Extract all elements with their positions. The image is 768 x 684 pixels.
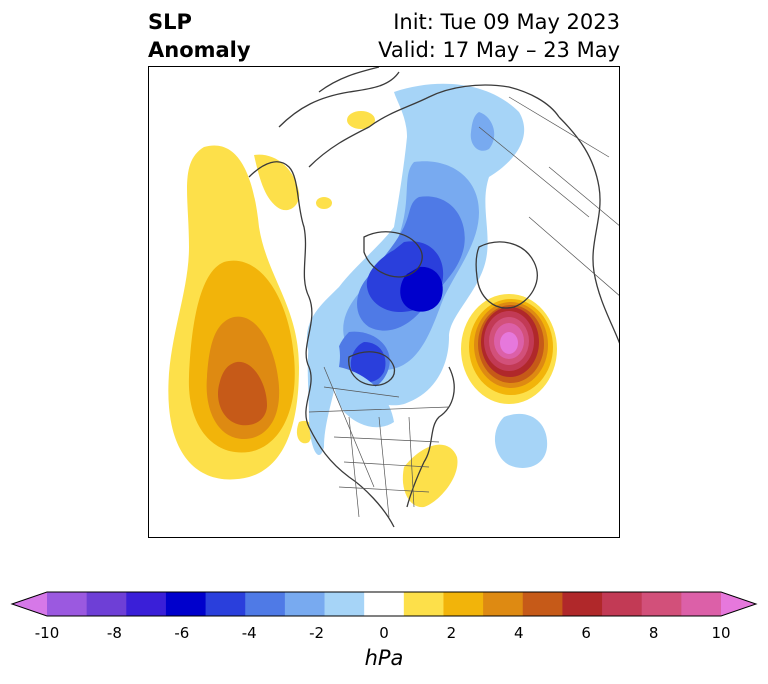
map-svg bbox=[168, 67, 619, 528]
colorbar-segment bbox=[443, 592, 484, 616]
colorbar-tick-label: 6 bbox=[581, 624, 591, 642]
alaska-yellow-patch bbox=[316, 197, 332, 209]
colorbar-segment bbox=[324, 592, 365, 616]
colorbar-segment bbox=[522, 592, 563, 616]
colorbar-outline bbox=[10, 591, 758, 617]
anomaly-map bbox=[148, 66, 620, 538]
title-line-2: Anomaly bbox=[148, 38, 251, 62]
colorbar-tick-label: -4 bbox=[241, 624, 257, 642]
colorbar-tick-label: -10 bbox=[34, 624, 60, 642]
colorbar-tick-label: 0 bbox=[379, 624, 389, 642]
arctic-low-anomaly bbox=[306, 83, 525, 456]
colorbar-segment bbox=[86, 592, 127, 616]
date-info: Init: Tue 09 May 2023 Valid: 17 May – 23… bbox=[378, 8, 620, 64]
colorbar-under-arrow bbox=[12, 592, 47, 616]
atlantic-blue-patch bbox=[494, 413, 548, 468]
colorbar-segment bbox=[126, 592, 167, 616]
colorbar-segment bbox=[364, 592, 405, 616]
pacific-high-anomaly bbox=[168, 145, 300, 480]
units-label: hPa bbox=[364, 646, 404, 670]
colorbar-segment bbox=[641, 592, 682, 616]
init-date: Init: Tue 09 May 2023 bbox=[393, 10, 620, 34]
colorbar-segment bbox=[681, 592, 722, 616]
colorbar-segment bbox=[483, 592, 524, 616]
colorbar bbox=[10, 591, 758, 617]
coastlines bbox=[248, 67, 619, 528]
colorbar-tick-label: 4 bbox=[514, 624, 524, 642]
chart-title: SLP Anomaly bbox=[148, 8, 251, 64]
colorbar-segment bbox=[284, 592, 326, 616]
valid-range: Valid: 17 May – 23 May bbox=[378, 38, 620, 62]
colorbar-segment bbox=[562, 592, 603, 616]
colorbar-tick-label: -6 bbox=[174, 624, 190, 642]
colorbar-segment bbox=[47, 592, 88, 616]
colorbar-segment bbox=[602, 592, 643, 616]
colorbar-tick-label: 8 bbox=[648, 624, 659, 642]
colorbar-tick-label: -8 bbox=[106, 624, 122, 642]
colorbar-over-arrow bbox=[721, 592, 756, 616]
title-line-1: SLP bbox=[148, 10, 192, 34]
colorbar-segment bbox=[403, 592, 444, 616]
political-borders bbox=[308, 96, 619, 518]
colorbar-tick-label: 2 bbox=[446, 624, 457, 642]
colorbar-segment bbox=[245, 592, 286, 616]
colorbar-segment bbox=[165, 592, 207, 616]
colorbar-segment bbox=[205, 592, 246, 616]
colorbar-tick-label: -2 bbox=[309, 624, 325, 642]
siberia-yellow-patch bbox=[347, 111, 375, 129]
atlantic-high-anomaly bbox=[461, 294, 557, 404]
colorbar-tick-label: 10 bbox=[711, 624, 731, 642]
